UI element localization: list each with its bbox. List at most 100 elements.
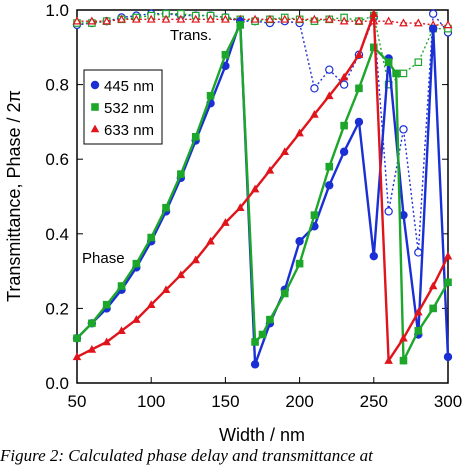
data-point — [258, 330, 267, 339]
series-line — [76, 12, 450, 362]
data-point — [73, 334, 81, 343]
data-point — [280, 289, 289, 298]
data-point — [414, 307, 423, 316]
data-point — [176, 270, 186, 279]
data-point — [310, 14, 319, 23]
legend-markers — [90, 80, 100, 133]
data-point — [131, 14, 141, 23]
data-point — [339, 72, 349, 81]
x-tick-label: 300 — [434, 392, 462, 411]
data-point — [310, 110, 319, 118]
x-axis-ticks: 50 100 150 200 250 300 — [68, 10, 462, 411]
chart: 50 100 150 200 250 300 0.0 0.2 0.4 0.6 0.8 1.0 Wid… — [4, 1, 462, 445]
data-point — [295, 14, 305, 23]
data-point — [146, 14, 156, 23]
data-point — [102, 16, 112, 25]
data-point — [191, 255, 200, 264]
data-point — [206, 14, 215, 23]
data-point — [429, 304, 437, 313]
data-point — [191, 133, 200, 141]
data-point — [443, 352, 453, 362]
plot-frame — [76, 9, 449, 384]
data-point — [88, 319, 96, 328]
x-tick-label: 200 — [285, 392, 313, 411]
data-point — [428, 9, 438, 18]
data-point — [325, 65, 334, 74]
data-point — [325, 181, 334, 190]
x-tick-label: 250 — [360, 392, 388, 411]
figure-caption: Figure 2: Calculated phase delay and tra… — [0, 446, 373, 465]
data-point — [295, 237, 304, 246]
data-point — [265, 165, 275, 174]
data-point — [310, 84, 319, 93]
data-point — [310, 211, 319, 219]
series-line — [76, 23, 450, 362]
data-point — [384, 356, 393, 364]
data-point — [399, 356, 408, 365]
data-point — [399, 125, 408, 134]
data-point — [266, 315, 274, 324]
data-point — [428, 281, 438, 290]
y-tick-label: 0.0 — [45, 374, 69, 393]
data-point — [443, 251, 453, 260]
data-point — [221, 218, 230, 226]
data-point — [102, 337, 111, 346]
data-point — [369, 43, 378, 52]
data-point — [235, 203, 245, 211]
data-point — [369, 9, 379, 18]
y-axis-ticks: 0.0 0.2 0.4 0.6 0.8 1.0 — [45, 1, 448, 393]
data-point — [414, 58, 423, 67]
data-point — [132, 259, 141, 268]
data-point — [162, 203, 170, 212]
x-axis-label: Width / nm — [219, 425, 305, 445]
data-point — [354, 50, 364, 59]
x-tick-label: 50 — [68, 392, 87, 411]
series-transmittance-633-nm — [72, 14, 453, 29]
data-point — [206, 91, 215, 100]
data-point — [176, 14, 186, 23]
data-point — [250, 14, 260, 23]
series-layer — [72, 9, 453, 369]
data-point — [117, 14, 126, 23]
data-point — [295, 128, 304, 137]
data-point — [339, 147, 349, 156]
data-point — [72, 16, 82, 25]
data-point — [117, 326, 126, 335]
data-point — [191, 14, 201, 23]
data-point — [399, 69, 408, 78]
x-tick-label: 100 — [137, 392, 165, 411]
data-point — [220, 14, 230, 23]
series-line — [76, 12, 449, 254]
data-point — [340, 121, 348, 130]
data-point — [384, 207, 393, 216]
data-point — [384, 58, 393, 67]
legend-label-633: 633 nm — [104, 122, 154, 139]
series-phase-532-nm — [73, 21, 452, 365]
x-tick-label: 150 — [211, 392, 239, 411]
data-point — [392, 69, 400, 78]
data-point — [354, 16, 364, 25]
data-point — [414, 248, 423, 257]
data-point — [146, 300, 156, 308]
data-point — [339, 16, 349, 25]
y-axis-label: Transmittance, Phase / 2π — [4, 90, 24, 302]
data-point — [206, 236, 215, 245]
data-point — [354, 117, 364, 127]
data-point — [117, 282, 126, 290]
data-point — [132, 315, 141, 323]
data-point — [295, 259, 304, 268]
y-tick-label: 0.8 — [45, 76, 69, 95]
y-tick-label: 0.6 — [45, 150, 69, 169]
data-point — [325, 162, 334, 171]
data-point — [161, 14, 171, 23]
legend-marker-445-nm — [90, 80, 100, 90]
data-point — [87, 345, 97, 353]
data-point — [355, 84, 363, 93]
data-point — [265, 14, 275, 23]
data-point — [221, 50, 230, 59]
data-point — [102, 300, 111, 309]
data-point — [324, 14, 334, 23]
data-point — [236, 21, 245, 29]
data-point — [399, 333, 408, 342]
data-point — [250, 184, 260, 193]
